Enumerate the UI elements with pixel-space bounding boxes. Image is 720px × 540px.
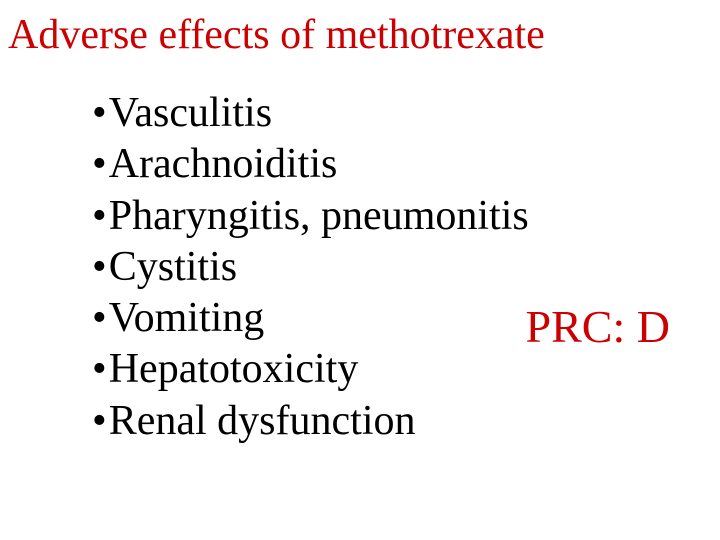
- bullet-marker: •: [92, 191, 107, 242]
- bullet-marker: •: [92, 242, 107, 293]
- bullet-list: • Vasculitis • Arachnoiditis • Pharyngit…: [0, 88, 720, 447]
- bullet-text: Vomiting: [109, 293, 265, 344]
- callout-badge: PRC: D: [526, 300, 670, 353]
- bullet-text: Cystitis: [109, 242, 237, 293]
- bullet-text: Hepatotoxicity: [109, 344, 359, 395]
- bullet-marker: •: [92, 396, 107, 447]
- list-item: • Arachnoiditis: [92, 139, 720, 190]
- bullet-text: Renal dysfunction: [109, 396, 416, 447]
- bullet-marker: •: [92, 293, 107, 344]
- list-item: • Vasculitis: [92, 88, 720, 139]
- list-item: • Cystitis: [92, 242, 720, 293]
- bullet-marker: •: [92, 88, 107, 139]
- slide-title: Adverse effects of methotrexate: [0, 12, 720, 58]
- bullet-marker: •: [92, 344, 107, 395]
- bullet-text: Pharyngitis, pneumonitis: [109, 191, 529, 242]
- slide-container: Adverse effects of methotrexate • Vascul…: [0, 0, 720, 540]
- bullet-marker: •: [92, 139, 107, 190]
- list-item: • Renal dysfunction: [92, 396, 720, 447]
- bullet-text: Arachnoiditis: [109, 139, 338, 190]
- bullet-text: Vasculitis: [109, 88, 272, 139]
- list-item: • Pharyngitis, pneumonitis: [92, 191, 720, 242]
